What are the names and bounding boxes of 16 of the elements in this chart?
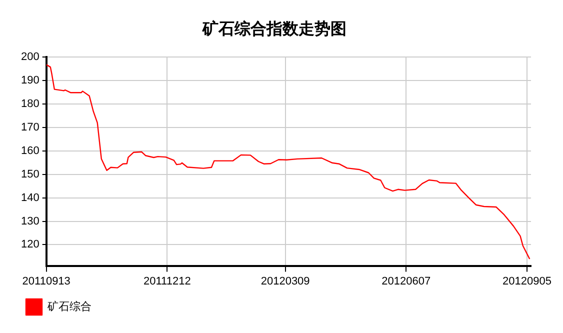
chart-title: 矿石综合指数走势图 (202, 18, 346, 38)
y-tick-label: 190 (20, 74, 40, 87)
y-tick-label: 150 (20, 168, 40, 180)
x-tick-label: 20110913 (22, 275, 70, 288)
y-tick-label: 120 (20, 238, 40, 251)
y-tick-label: 160 (20, 144, 40, 157)
x-tick-label: 20111212 (144, 275, 191, 288)
y-tick-label: 180 (20, 98, 40, 110)
x-tick-label: 20120905 (502, 275, 552, 288)
y-tick-label: 200 (20, 51, 40, 64)
x-tick-label: 20120607 (382, 275, 431, 288)
y-tick-label: 130 (20, 215, 40, 228)
y-tick-label: 140 (20, 192, 40, 204)
x-tick-label: 20120309 (260, 275, 310, 288)
y-tick-label: 170 (20, 122, 40, 134)
legend-label: 矿石综合 (46, 300, 92, 313)
